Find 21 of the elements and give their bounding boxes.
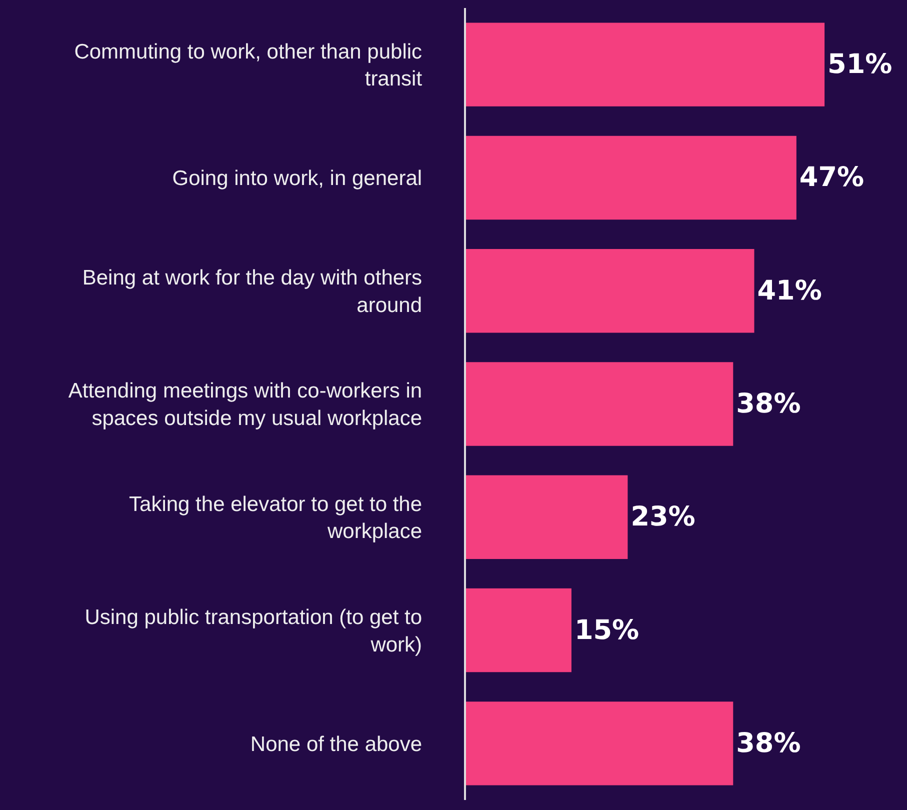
bar — [466, 136, 796, 220]
y-tick-label: Going into work, in general — [172, 167, 422, 190]
data-label: 15% — [574, 614, 640, 646]
y-tick-label: None of the above — [250, 732, 422, 756]
bar — [466, 362, 734, 446]
y-tick-label: Being at work for the day with others around — [82, 266, 422, 317]
data-label: 41% — [757, 275, 822, 306]
y-tick-label: Using public transportation (to get to work) — [84, 606, 422, 656]
bar — [466, 475, 628, 560]
data-label: 38% — [736, 388, 801, 420]
y-tick-label: Commuting to work, other than public transit — [74, 40, 422, 91]
data-label: 23% — [630, 502, 696, 533]
bar — [466, 702, 734, 786]
data-label: 38% — [736, 728, 801, 759]
bar — [466, 22, 825, 106]
data-label: 51% — [828, 49, 892, 80]
y-tick-label: Attending meetings with co-workers in spaces outside my usual workplace — [68, 380, 422, 430]
bar — [466, 248, 754, 333]
y-tick-label: Taking the elevator to get to the workplace — [129, 492, 422, 544]
bar — [466, 588, 572, 672]
data-label: 47% — [799, 162, 864, 194]
